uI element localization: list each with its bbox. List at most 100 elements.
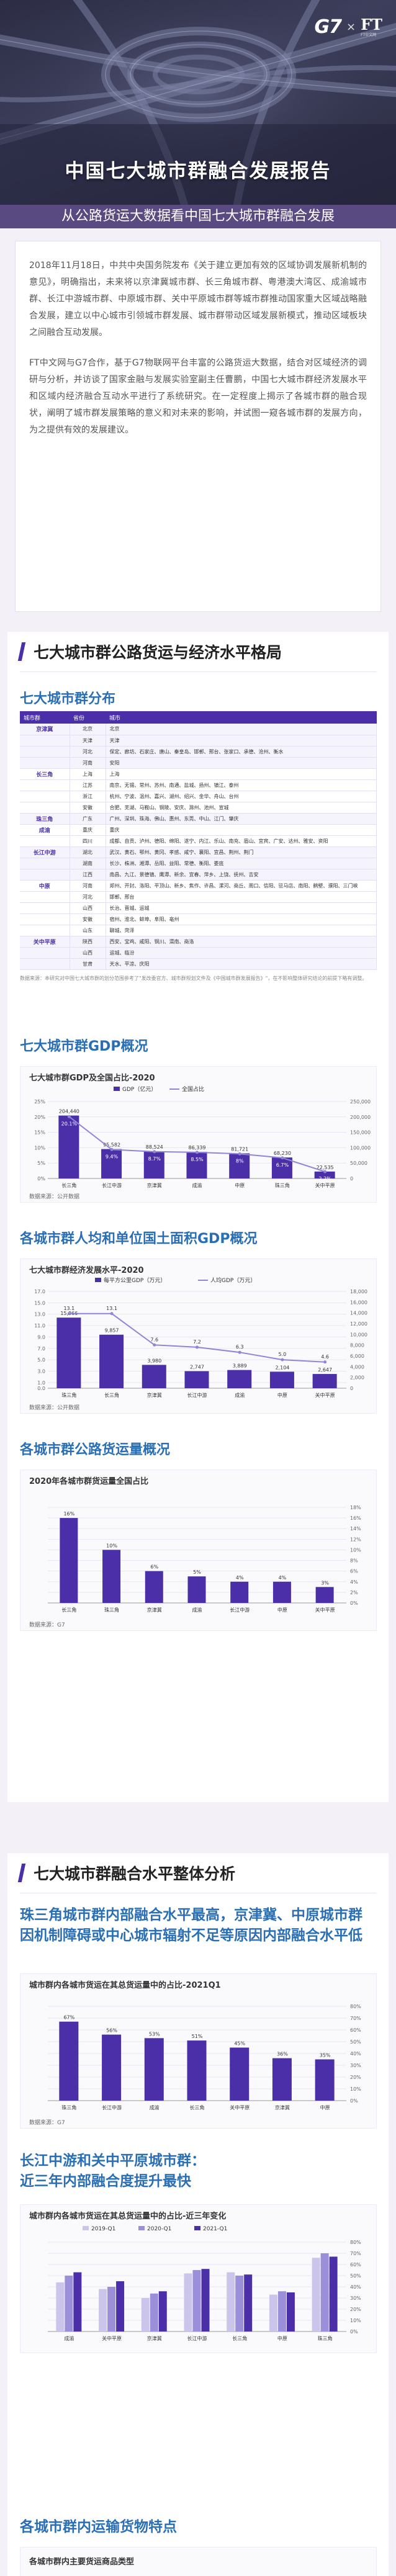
y2-tick-label: 6,000	[350, 1353, 364, 1359]
section-accent-bar	[17, 642, 26, 661]
bar	[315, 2059, 335, 2101]
share-label: 8.5%	[191, 1157, 204, 1162]
x-tick-label: 关中平原	[315, 1182, 335, 1188]
table-cell-cities: 广州、深圳、珠海、佛山、惠州、东莞、中山、江门、肇庆	[106, 813, 377, 825]
table-cell-province: 河北	[70, 891, 106, 903]
legend-label: 2019-Q1	[91, 2226, 115, 2232]
bar-value-label: 95,582	[103, 1142, 120, 1148]
y-tick-label: 5.0	[37, 1357, 45, 1363]
section-economy: 七大城市群公路货运与经济水平格局 七大城市群分布 城市群 省份 城市 京津冀 北京…	[7, 632, 389, 1802]
table-row: 关中平原 陕西 西安、宝鸡、咸阳、铜川、渭南、商洛	[20, 936, 377, 948]
y2-tick-label: 10%	[350, 2318, 361, 2323]
y2-tick-label: 0%	[350, 2329, 358, 2335]
bar-value-label: 2,647	[318, 1367, 332, 1373]
x-tick-label: 长江中游	[102, 1182, 122, 1188]
x-tick-label: 成渝	[192, 1182, 202, 1188]
legend-swatch	[83, 2226, 89, 2230]
x-tick-label: 关中平原	[315, 1607, 335, 1613]
table-source: 数据来源：本研究对中国七大城市群的划分范围参考了"发改委官方、城市群规划文件及《…	[20, 975, 367, 981]
legend-swatch	[194, 2226, 200, 2230]
bar	[272, 2058, 292, 2101]
bar	[99, 1334, 124, 1388]
chart-source: 数据来源：G7	[29, 1621, 65, 1628]
x-tick-label: 长三角	[190, 2104, 205, 2111]
trend-chart: 城市群内各城市货运在其总货运量中的占比-近三年变化 0% 10% 20% 30% 40% 5…	[20, 2204, 377, 2353]
y2-tick-label: 80%	[350, 2004, 361, 2009]
table-cell-cities: 安阳	[106, 757, 377, 769]
x-tick-label: 京津冀	[147, 1182, 162, 1188]
bar	[186, 1152, 207, 1178]
y2-tick-label: 60%	[350, 2262, 361, 2268]
bar	[101, 1149, 122, 1178]
capita-point	[110, 1312, 114, 1316]
capita-label: 7.2	[193, 1339, 201, 1345]
y2-tick-label: 2,000	[350, 1375, 364, 1381]
bar-value-label: 16%	[63, 1511, 74, 1517]
bar-value-label: 22,535	[317, 1165, 334, 1170]
bar	[141, 2298, 150, 2331]
y2-tick-label: 18,000	[350, 1289, 367, 1295]
bar	[329, 2256, 338, 2331]
y2-tick-label: 50%	[350, 2039, 361, 2045]
intro-paragraph-2: FT中文网与G7合作，基于G7物联网平台丰富的公路货运大数据，结合对区域经济的调…	[29, 358, 367, 435]
y2-tick-label: 50,000	[350, 1160, 367, 1166]
bar	[312, 1374, 337, 1388]
y2-tick-label: 12,000	[350, 1321, 367, 1327]
table-cell-cities: 成都、自贡、泸州、德阳、绵阳、遂宁、内江、乐山、南充、眉山、宜宾、广安、达州、雅…	[106, 835, 377, 847]
x-tick-label: 珠三角	[61, 2104, 76, 2111]
table-cell-province: 甘肃	[70, 958, 106, 970]
bar	[56, 1317, 81, 1388]
capita-point	[196, 1345, 199, 1349]
table-cell-group: 成渝	[20, 824, 70, 836]
x-tick-label: 珠三角	[318, 2335, 333, 2341]
bar	[230, 1581, 249, 1603]
share-label: 8%	[236, 1158, 244, 1164]
bar	[184, 1371, 209, 1388]
bar	[244, 2274, 253, 2331]
capita-label: 7.6	[150, 1337, 158, 1342]
bar-value-label: 204,440	[59, 1109, 79, 1115]
bar	[99, 2289, 107, 2331]
bar	[56, 2282, 65, 2331]
y2-tick-label: 14%	[350, 1526, 361, 1532]
ft-logo: FT FT中文网	[361, 17, 382, 37]
bar	[271, 1157, 292, 1178]
table-row: 四川 成都、自贡、泸州、德阳、绵阳、遂宁、内江、乐山、南充、眉山、宜宾、广安、达州…	[20, 835, 377, 847]
x-tick-label: 京津冀	[147, 2335, 162, 2341]
table-cell-province: 陕西	[70, 936, 106, 948]
bar	[142, 1365, 166, 1388]
share-label: 8.7%	[148, 1156, 161, 1162]
section-title: 七大城市群公路货运与经济水平格局	[34, 644, 282, 662]
table-row: 河南 安阳	[20, 757, 377, 769]
g7-logo: G7	[314, 16, 342, 38]
bar-value-label: 81,721	[231, 1146, 248, 1152]
y2-tick-label: 30%	[350, 2296, 361, 2301]
freight-chart-svg: 2020年各城市群货运量全国占比 0% 2% 4% 6% 8% 10% 12% 14% 16% 18…	[29, 1476, 361, 1628]
table-cell-cities: 杭州、宁波、温州、嘉兴、湖州、绍兴、金华、舟山、台州	[106, 791, 377, 802]
y-tick-label: 9.0	[37, 1334, 45, 1340]
chart-source: 数据来源：公开数据	[29, 1193, 79, 1200]
legend-label: 2021-Q1	[203, 2226, 227, 2232]
table-cell-group	[20, 958, 70, 970]
legend-swatch-area	[95, 1278, 101, 1282]
bar	[187, 1576, 206, 1603]
table-cell-cities: 郑州、开封、洛阳、平顶山、新乡、焦作、许昌、漯河、商丘、周口、信阳、驻马店、南阳…	[106, 880, 377, 892]
y2-tick-label: 20%	[350, 2307, 361, 2312]
bar	[269, 2294, 277, 2331]
bar-value-label: 45%	[234, 2041, 245, 2047]
legend-label-share: 全国占比	[182, 1085, 204, 1093]
share-point	[153, 1150, 156, 1154]
table-cell-province: 安徽	[70, 913, 106, 925]
bar	[192, 2270, 201, 2331]
table-cell-province: 河南	[70, 757, 106, 769]
table-cell-province: 湖南	[70, 858, 106, 869]
table-cell-group	[20, 779, 70, 791]
lead-finding-2-line1: 长江中游和关中平原城市群：	[20, 2153, 205, 2169]
y2-tick-label: 10,000	[350, 1332, 367, 1337]
ft-logo-sub: FT中文网	[361, 32, 377, 37]
bar	[143, 1151, 164, 1178]
bar-value-label: 2,747	[190, 1364, 204, 1370]
chart-title: 城市群内各城市货运在其总货运量中的占比-近三年变化	[29, 2211, 226, 2221]
y2-tick-label: 14,000	[350, 1311, 367, 1316]
y-tick-label: 10%	[34, 1145, 45, 1151]
